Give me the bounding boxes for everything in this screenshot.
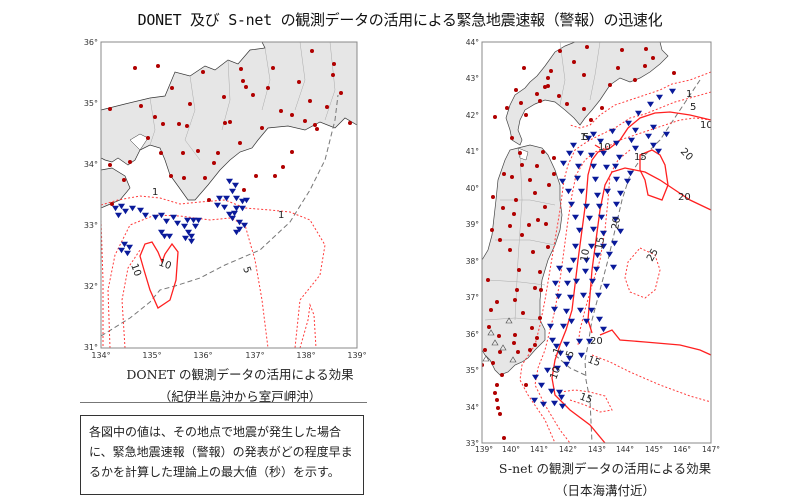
svg-text:15: 15 [586, 354, 602, 369]
right-caption-line1: S-net の観測データの活用による効果 [498, 461, 712, 476]
svg-text:35°: 35° [84, 99, 98, 108]
left-caption-line1: DONET の観測データの活用による効果 [126, 367, 354, 382]
svg-text:34°: 34° [466, 403, 480, 412]
svg-text:5: 5 [583, 132, 589, 143]
svg-text:138°: 138° [296, 351, 315, 360]
svg-text:1: 1 [152, 187, 158, 198]
svg-text:137°: 137° [245, 351, 264, 360]
svg-text:20: 20 [590, 336, 603, 347]
note-line2: に、緊急地震速報（警報）の発表がどの程度早ま [89, 445, 353, 459]
svg-text:15: 15 [578, 391, 594, 406]
note-line3: るかを計算した理論上の最大値（秒）を示す。 [89, 465, 340, 479]
contour-labels: 1 1 5 10 10 [128, 187, 284, 278]
svg-text:40°: 40° [466, 184, 480, 193]
svg-text:140°: 140° [502, 445, 520, 454]
left-map-caption: DONET の観測データの活用による効果 （紀伊半島沖から室戸岬沖） [60, 364, 420, 405]
svg-text:1: 1 [580, 132, 586, 143]
snet-map: 1 5 10 10 15 20 20 1 5 10 15 20 25 1 5 1… [466, 38, 721, 454]
svg-text:42°: 42° [466, 111, 480, 120]
svg-text:142°: 142° [559, 445, 577, 454]
svg-text:15: 15 [594, 236, 607, 250]
land-hokkaido [505, 42, 669, 146]
svg-text:5: 5 [240, 265, 253, 275]
svg-text:139°: 139° [347, 351, 366, 360]
svg-text:136°: 136° [193, 351, 212, 360]
svg-text:31°: 31° [84, 343, 98, 352]
svg-text:141°: 141° [530, 445, 548, 454]
land-shikoku [101, 167, 131, 209]
svg-text:38°: 38° [466, 257, 480, 266]
svg-text:143°: 143° [588, 445, 606, 454]
svg-text:35°: 35° [466, 366, 480, 375]
svg-text:1: 1 [278, 210, 284, 221]
svg-text:44°: 44° [466, 38, 480, 47]
note-line1: 各図中の値は、その地点で地震が発生した場合 [89, 425, 342, 439]
svg-text:10: 10 [128, 262, 143, 278]
divider [80, 402, 367, 403]
svg-text:37°: 37° [466, 293, 480, 302]
left-caption-line2: （紀伊半島沖から室戸岬沖） [158, 389, 322, 404]
svg-text:36°: 36° [466, 330, 480, 339]
svg-text:144°: 144° [616, 445, 634, 454]
right-caption-line2: （日本海溝付近） [554, 483, 655, 498]
land-stations [482, 45, 676, 440]
svg-text:36°: 36° [84, 38, 98, 47]
land-stations [108, 49, 352, 206]
svg-text:39°: 39° [466, 220, 480, 229]
svg-text:32°: 32° [84, 282, 98, 291]
svg-text:33°: 33° [84, 221, 98, 230]
svg-text:5: 5 [564, 349, 577, 359]
svg-text:5: 5 [690, 102, 696, 113]
page-title: DONET 及び S-net の観測データの活用による緊急地震速報（警報）の迅速… [137, 11, 663, 29]
svg-text:135°: 135° [142, 351, 161, 360]
svg-text:146°: 146° [673, 445, 691, 454]
svg-text:20: 20 [678, 192, 691, 203]
svg-text:134°: 134° [91, 351, 110, 360]
right-axis-labels: 44° 43° 42° 41° 40° 39° 38° 37° 36° 35° … [466, 38, 721, 454]
svg-text:139°: 139° [475, 445, 493, 454]
note-box: 各図中の値は、その地点で地震が発生した場合 に、緊急地震速報（警報）の発表がどの… [80, 415, 364, 495]
svg-text:145°: 145° [645, 445, 663, 454]
svg-text:15: 15 [634, 152, 647, 163]
left-axis-labels: 36° 35° 34° 33° 32° 31° 134° 135° 136° 1… [84, 38, 367, 360]
svg-text:20: 20 [610, 216, 623, 230]
svg-text:10: 10 [548, 365, 563, 381]
svg-text:10: 10 [700, 120, 713, 131]
svg-text:43°: 43° [466, 74, 480, 83]
nankai-trough [101, 94, 339, 337]
svg-text:33°: 33° [466, 439, 480, 448]
svg-text:41°: 41° [466, 147, 480, 156]
svg-text:10: 10 [579, 248, 592, 262]
svg-text:10: 10 [157, 257, 173, 272]
right-map-caption: S-net の観測データの活用による効果 （日本海溝付近） [450, 458, 760, 499]
svg-text:1: 1 [686, 89, 692, 100]
svg-text:34°: 34° [84, 160, 98, 169]
svg-text:10: 10 [598, 142, 611, 153]
svg-text:147°: 147° [702, 445, 720, 454]
svg-text:1: 1 [551, 346, 564, 356]
donet-map: 1 1 5 10 10 36° 35° 34° 33° 32° 31° 134°… [84, 38, 367, 360]
